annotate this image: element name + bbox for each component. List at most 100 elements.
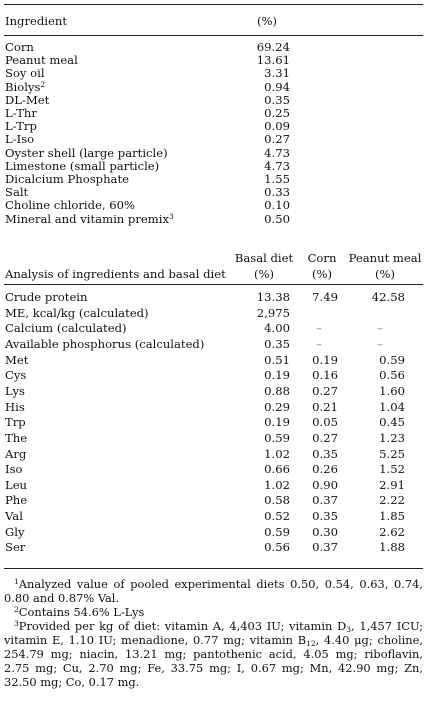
analysis-name: Leu [5,477,28,492]
footnote-3: 3Provided per kg of diet: vitamin A, 4,4… [4,619,424,689]
ingredient-header: Ingredient [5,14,67,28]
corn-value: 0.35 [312,509,338,524]
basal-value: 0.19 [264,415,290,430]
ingredient-percent: 13.61 [256,53,290,68]
corn-value: 0.90 [312,477,338,492]
ingredient-name: Biolys2 [5,79,46,94]
analysis-name: Iso [5,462,23,477]
ingredient-name: Limestone (small particle) [5,158,160,173]
analysis-name: Ser [5,540,26,555]
ingredient-name: Salt [5,185,29,200]
analysis-name: Gly [5,524,25,539]
peanut-value: 1.60 [379,383,405,398]
footnote-1: 1Analyzed value of pooled experimental d… [4,577,423,605]
basal-value: 0.59 [264,430,290,445]
corn-value: 0.30 [312,524,338,539]
analysis-name: Phe [5,493,28,508]
corn-value: 0.37 [312,493,338,508]
basal-value: 1.02 [264,446,290,461]
peanut-header: Peanut meal [348,251,422,265]
basal-value: 0.19 [264,368,290,383]
ingredient-percent: 3.31 [264,66,290,81]
corn-value: 0.21 [312,399,338,414]
corn-value: 0.27 [312,383,338,398]
analysis-header: Analysis of ingredients and basal diet [5,267,226,281]
ingredient-percent: 4.73 [264,158,290,173]
peanut-value: 0.45 [379,415,405,430]
ingredient-percent: 4.73 [264,145,290,160]
analysis-name: Trp [5,415,26,430]
analysis-name: ME, kcal/kg (calculated) [5,305,149,320]
peanut-value: – [377,336,383,351]
corn-unit: (%) [311,267,333,281]
peanut-value: 2.22 [379,493,405,508]
basal-value: 13.38 [256,290,290,304]
peanut-value: 2.91 [379,477,405,492]
ingredient-name: Peanut meal [5,53,78,68]
ingredient-name: Corn [5,40,34,54]
corn-value: 0.19 [312,352,338,367]
basal-unit: (%) [253,267,275,281]
analysis-name: Cys [5,368,27,383]
basal-value: 0.56 [264,540,290,555]
ingredient-name: DL-Met [5,92,50,107]
ingredient-name: L-Trp [5,119,37,134]
peanut-value: 2.62 [379,524,405,539]
basal-value: 0.66 [264,462,290,477]
analysis-name: Available phosphorus (calculated) [5,336,205,351]
corn-value: 0.27 [312,430,338,445]
analysis-name: Lys [5,383,25,398]
analysis-name: Crude protein [5,290,88,304]
peanut-value: 1.23 [379,430,405,445]
ingredient-name: Mineral and vitamin premix3 [5,211,174,226]
peanut-value: 0.56 [379,368,405,383]
analysis-name: Arg [5,446,27,461]
top-rule [4,4,423,6]
basal-value: 1.02 [264,477,290,492]
ingredient-percent: 0.35 [264,92,290,107]
basal-header: Basal diet [234,251,294,265]
corn-value: 0.26 [312,462,338,477]
percent-header: (%) [257,14,278,28]
analysis-name: Met [5,352,29,367]
analysis-name: Val [5,509,23,524]
peanut-unit: (%) [374,267,396,281]
peanut-value: 1.04 [379,399,405,414]
peanut-value: 42.58 [371,290,405,304]
ingredient-percent: 1.55 [264,172,290,186]
corn-header: Corn [307,251,337,265]
basal-value: 0.88 [264,383,290,398]
peanut-value: 1.52 [379,462,405,477]
ingredient-percent: 69.24 [256,40,290,54]
peanut-value: 1.88 [379,540,405,555]
corn-value: 0.37 [312,540,338,555]
ingredient-name: L-Thr [5,106,37,120]
ingredient-name: Soy oil [5,66,45,81]
basal-value: 0.29 [264,399,290,414]
corn-value: 0.05 [312,415,338,430]
ingredient-percent: 0.25 [264,106,290,120]
corn-value: – [316,336,322,351]
ingredient-percent: 0.94 [264,79,290,94]
basal-value: 2,975 [256,305,290,320]
peanut-value: 5.25 [379,446,405,461]
peanut-value: – [377,321,383,336]
peanut-value: 1.85 [379,509,405,524]
basal-value: 0.52 [264,509,290,524]
basal-value: 4.00 [264,321,290,336]
ingredient-percent: 0.09 [264,119,290,134]
footnote-2: 2Contains 54.6% L-Lys [14,605,145,619]
bottom-rule [4,568,423,570]
analysis-header-rule [4,284,423,285]
ingredient-percent: 0.33 [264,185,290,200]
corn-value: 0.35 [312,446,338,461]
ingredient-name: L-Iso [5,132,35,147]
ingredient-percent: 0.50 [264,211,290,226]
ingredient-name: Choline chloride, 60% [5,198,136,213]
basal-value: 0.51 [264,352,290,367]
basal-value: 0.59 [264,524,290,539]
ingredient-name: Dicalcium Phosphate [5,172,129,186]
ingredient-percent: 0.27 [264,132,290,147]
analysis-name: Calcium (calculated) [5,321,127,336]
